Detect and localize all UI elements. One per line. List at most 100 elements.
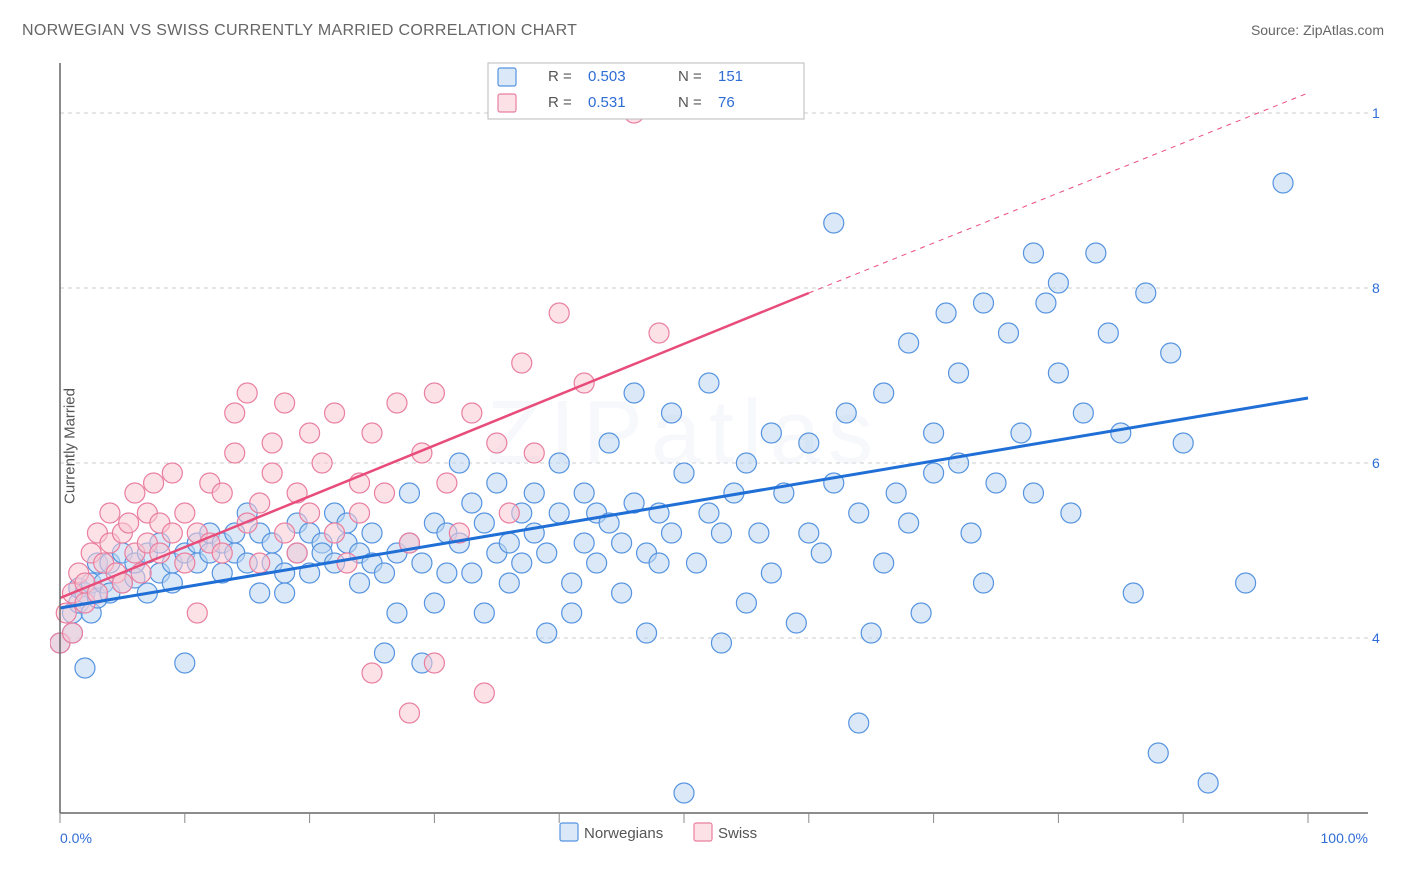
data-point — [487, 473, 507, 493]
data-point — [499, 573, 519, 593]
data-point — [399, 703, 419, 723]
data-point — [674, 783, 694, 803]
data-point — [549, 453, 569, 473]
data-point — [449, 453, 469, 473]
data-point — [499, 503, 519, 523]
data-point — [374, 643, 394, 663]
data-point — [300, 503, 320, 523]
x-tick-label-left: 0.0% — [60, 830, 92, 846]
data-point — [549, 303, 569, 323]
y-tick-label: 65.0% — [1372, 455, 1380, 471]
data-point — [487, 433, 507, 453]
data-point — [237, 383, 257, 403]
data-point — [537, 623, 557, 643]
data-point — [637, 623, 657, 643]
data-point — [761, 423, 781, 443]
data-point — [799, 523, 819, 543]
data-point — [1198, 773, 1218, 793]
data-point — [686, 553, 706, 573]
data-point — [924, 463, 944, 483]
data-point — [474, 683, 494, 703]
data-point — [874, 553, 894, 573]
data-point — [212, 543, 232, 563]
data-point — [699, 503, 719, 523]
data-point — [350, 503, 370, 523]
data-point — [711, 633, 731, 653]
data-point — [1273, 173, 1293, 193]
data-point — [275, 523, 295, 543]
data-point — [961, 523, 981, 543]
stat-r-value: 0.503 — [588, 68, 626, 85]
data-point — [836, 403, 856, 423]
data-point — [175, 653, 195, 673]
data-point — [512, 553, 532, 573]
trend-line-pink-extrapolated — [809, 93, 1308, 293]
data-point — [799, 433, 819, 453]
data-point — [649, 553, 669, 573]
data-point — [649, 323, 669, 343]
legend-label-blue: Norwegians — [584, 825, 663, 842]
data-point — [1048, 273, 1068, 293]
data-point — [275, 583, 295, 603]
data-point — [162, 463, 182, 483]
y-tick-label: 100.0% — [1372, 105, 1380, 121]
data-point — [399, 483, 419, 503]
data-point — [562, 573, 582, 593]
data-point — [861, 623, 881, 643]
data-point — [1073, 403, 1093, 423]
data-point — [512, 353, 532, 373]
data-point — [262, 463, 282, 483]
data-point — [711, 523, 731, 543]
data-point — [587, 553, 607, 573]
data-point — [462, 493, 482, 513]
data-point — [811, 543, 831, 563]
legend-swatch-pink — [694, 823, 712, 841]
y-tick-label: 82.5% — [1372, 280, 1380, 296]
data-point — [387, 603, 407, 623]
data-point — [899, 513, 919, 533]
data-point — [949, 363, 969, 383]
data-point — [462, 403, 482, 423]
data-point — [250, 493, 270, 513]
stat-n-label: N = — [678, 68, 702, 85]
data-point — [337, 553, 357, 573]
data-point — [374, 563, 394, 583]
data-point — [362, 663, 382, 683]
data-point — [119, 513, 139, 533]
data-point — [1036, 293, 1056, 313]
data-point — [262, 433, 282, 453]
data-point — [374, 483, 394, 503]
data-point — [899, 333, 919, 353]
data-point — [986, 473, 1006, 493]
data-point — [424, 383, 444, 403]
data-point — [1148, 743, 1168, 763]
data-point — [998, 323, 1018, 343]
data-point — [287, 543, 307, 563]
data-point — [674, 463, 694, 483]
data-point — [924, 423, 944, 443]
data-point — [125, 483, 145, 503]
data-point — [187, 603, 207, 623]
data-point — [886, 483, 906, 503]
data-point — [574, 483, 594, 503]
data-point — [75, 658, 95, 678]
data-point — [824, 213, 844, 233]
data-point — [62, 623, 82, 643]
data-point — [437, 473, 457, 493]
data-point — [474, 513, 494, 533]
data-point — [562, 603, 582, 623]
data-point — [1048, 363, 1068, 383]
data-point — [225, 443, 245, 463]
data-point — [1161, 343, 1181, 363]
data-point — [175, 553, 195, 573]
stat-r-label: R = — [548, 94, 572, 111]
stat-n-value: 76 — [718, 94, 735, 111]
source-label: Source: — [1251, 22, 1303, 38]
data-point — [699, 373, 719, 393]
stat-swatch — [498, 68, 516, 86]
source-link[interactable]: ZipAtlas.com — [1303, 22, 1384, 38]
data-point — [936, 303, 956, 323]
scatter-chart: 47.5%65.0%82.5%100.0%ZIPatlas0.0%100.0%N… — [50, 55, 1380, 840]
data-point — [462, 563, 482, 583]
y-tick-label: 47.5% — [1372, 630, 1380, 646]
